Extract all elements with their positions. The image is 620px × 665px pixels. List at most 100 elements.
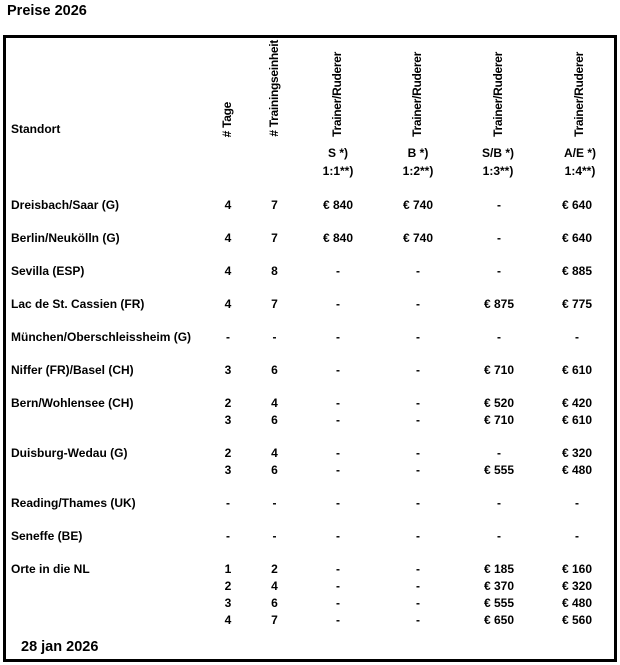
cell-tage: - bbox=[226, 496, 230, 510]
cell-price-b: - bbox=[416, 446, 420, 460]
cell-price-ae: € 560 bbox=[561, 613, 593, 627]
rotated-column-headers: # Tage # Trainingseinheit Trainer/Rudere… bbox=[6, 38, 614, 137]
column-header-standort: Standort bbox=[11, 122, 61, 136]
cell-price-s: - bbox=[336, 579, 340, 593]
cell-standort: Seneffe (BE) bbox=[11, 529, 83, 543]
cell-price-ae: - bbox=[575, 496, 579, 510]
table-row: Bern/Wohlensee (CH) 2 4 - - € 520 € 420 bbox=[6, 395, 614, 412]
factor-label-1-3: 1:3**) bbox=[482, 164, 514, 178]
cell-price-b: - bbox=[416, 463, 420, 477]
cell-einheiten: 6 bbox=[271, 413, 278, 427]
cell-einheiten: 6 bbox=[271, 463, 278, 477]
cell-price-ae: € 610 bbox=[561, 413, 593, 427]
column-header-tage: # Tage bbox=[220, 101, 234, 137]
ratio-label-s: S *) bbox=[327, 146, 348, 160]
location-group: Dreisbach/Saar (G) 4 7 € 840 € 740 - € 640 bbox=[6, 197, 614, 214]
cell-price-s: € 840 bbox=[322, 231, 354, 245]
cell-price-s: - bbox=[336, 264, 340, 278]
cell-price-s: - bbox=[336, 363, 340, 377]
cell-price-ae: € 640 bbox=[561, 198, 593, 212]
cell-price-ae: € 610 bbox=[561, 363, 593, 377]
cell-price-ae: € 420 bbox=[561, 396, 593, 410]
table-row: München/Oberschleissheim (G) - - - - - - bbox=[6, 329, 614, 346]
cell-price-s: - bbox=[336, 613, 340, 627]
table-row: 4 7 - - € 650 € 560 bbox=[6, 612, 614, 629]
cell-standort bbox=[6, 462, 205, 479]
cell-price-b: - bbox=[416, 413, 420, 427]
cell-price-s: - bbox=[336, 297, 340, 311]
cell-price-sb: € 370 bbox=[483, 579, 515, 593]
cell-price-sb: - bbox=[497, 529, 501, 543]
cell-price-sb: - bbox=[497, 496, 501, 510]
cell-standort: Reading/Thames (UK) bbox=[11, 496, 136, 510]
cell-standort: München/Oberschleissheim (G) bbox=[11, 330, 192, 344]
factor-subheader-row: 1:1**) 1:2**) 1:3**) 1:4**) bbox=[6, 164, 614, 181]
cell-price-ae: € 885 bbox=[561, 264, 593, 278]
cell-price-s: - bbox=[336, 413, 340, 427]
cell-einheiten: 2 bbox=[271, 562, 278, 576]
cell-price-sb: - bbox=[497, 264, 501, 278]
cell-tage: 4 bbox=[224, 264, 232, 278]
location-group: Duisburg-Wedau (G) 2 4 - - - € 320 3 6 - - € 555 € 4… bbox=[6, 445, 614, 479]
cell-tage: 2 bbox=[224, 446, 232, 460]
cell-tage: 2 bbox=[224, 579, 232, 593]
cell-price-s: - bbox=[336, 529, 340, 543]
cell-einheiten: 7 bbox=[271, 198, 278, 212]
cell-tage: 3 bbox=[224, 363, 232, 377]
table-row: 3 6 - - € 555 € 480 bbox=[6, 462, 614, 479]
cell-standort: Dreisbach/Saar (G) bbox=[11, 198, 120, 212]
cell-price-ae: € 775 bbox=[561, 297, 593, 311]
table-row: Sevilla (ESP) 4 8 - - - € 885 bbox=[6, 263, 614, 280]
cell-price-b: - bbox=[416, 596, 420, 610]
table-row: 3 6 - - € 555 € 480 bbox=[6, 595, 614, 612]
cell-tage: 3 bbox=[224, 413, 232, 427]
cell-standort bbox=[6, 578, 205, 595]
cell-price-ae: € 160 bbox=[561, 562, 593, 576]
cell-einheiten: 8 bbox=[271, 264, 278, 278]
location-group: Bern/Wohlensee (CH) 2 4 - - € 520 € 420 3 6 - - € 7… bbox=[6, 395, 614, 429]
cell-einheiten: 6 bbox=[271, 363, 278, 377]
cell-tage: 2 bbox=[224, 396, 232, 410]
cell-standort bbox=[6, 595, 205, 612]
cell-price-ae: € 320 bbox=[561, 579, 593, 593]
cell-einheiten: - bbox=[272, 529, 277, 543]
cell-einheiten: 7 bbox=[271, 231, 278, 245]
cell-einheiten: 4 bbox=[271, 446, 278, 460]
cell-price-b: - bbox=[416, 297, 420, 311]
cell-einheiten: 7 bbox=[271, 613, 278, 627]
location-group: München/Oberschleissheim (G) - - - - - - bbox=[6, 329, 614, 346]
cell-price-s: - bbox=[336, 396, 340, 410]
cell-price-sb: € 185 bbox=[483, 562, 515, 576]
cell-einheiten: 4 bbox=[271, 579, 278, 593]
column-header-trainer-ruderer-s: Trainer/Ruderer bbox=[330, 52, 344, 137]
cell-tage: 4 bbox=[224, 297, 232, 311]
column-header-trainer-ruderer-ae: Trainer/Ruderer bbox=[572, 52, 586, 137]
cell-price-s: - bbox=[336, 562, 340, 576]
table-row: Duisburg-Wedau (G) 2 4 - - - € 320 bbox=[6, 445, 614, 462]
cell-price-s: - bbox=[336, 330, 340, 344]
table-row: Dreisbach/Saar (G) 4 7 € 840 € 740 - € 640 bbox=[6, 197, 614, 214]
cell-tage: - bbox=[226, 529, 230, 543]
cell-price-s: - bbox=[336, 596, 340, 610]
cell-price-sb: € 875 bbox=[483, 297, 515, 311]
column-header-trainingseinheit: # Trainingseinheit bbox=[267, 40, 281, 137]
cell-price-sb: € 710 bbox=[483, 413, 515, 427]
table-header: Standort # Tage # Trainingseinheit Train… bbox=[6, 38, 614, 197]
table-row: 3 6 - - € 710 € 610 bbox=[6, 412, 614, 429]
location-group: Sevilla (ESP) 4 8 - - - € 885 bbox=[6, 263, 614, 280]
factor-label-1-4: 1:4**) bbox=[564, 164, 596, 178]
cell-price-sb: - bbox=[497, 231, 501, 245]
cell-einheiten: 6 bbox=[271, 596, 278, 610]
cell-standort: Orte in die NL bbox=[11, 562, 90, 576]
location-group: Seneffe (BE) - - - - - - bbox=[6, 528, 614, 545]
cell-price-ae: - bbox=[575, 529, 579, 543]
cell-price-b: - bbox=[416, 529, 420, 543]
cell-price-ae: € 320 bbox=[561, 446, 593, 460]
location-group: Berlin/Neukölln (G) 4 7 € 840 € 740 - € 640 bbox=[6, 230, 614, 247]
cell-price-s: € 840 bbox=[322, 198, 354, 212]
cell-standort: Duisburg-Wedau (G) bbox=[11, 446, 128, 460]
table-row: Niffer (FR)/Basel (CH) 3 6 - - € 710 € 610 bbox=[6, 362, 614, 379]
cell-tage: 4 bbox=[224, 231, 232, 245]
location-group: Lac de St. Cassien (FR) 4 7 - - € 875 € 775 bbox=[6, 296, 614, 313]
